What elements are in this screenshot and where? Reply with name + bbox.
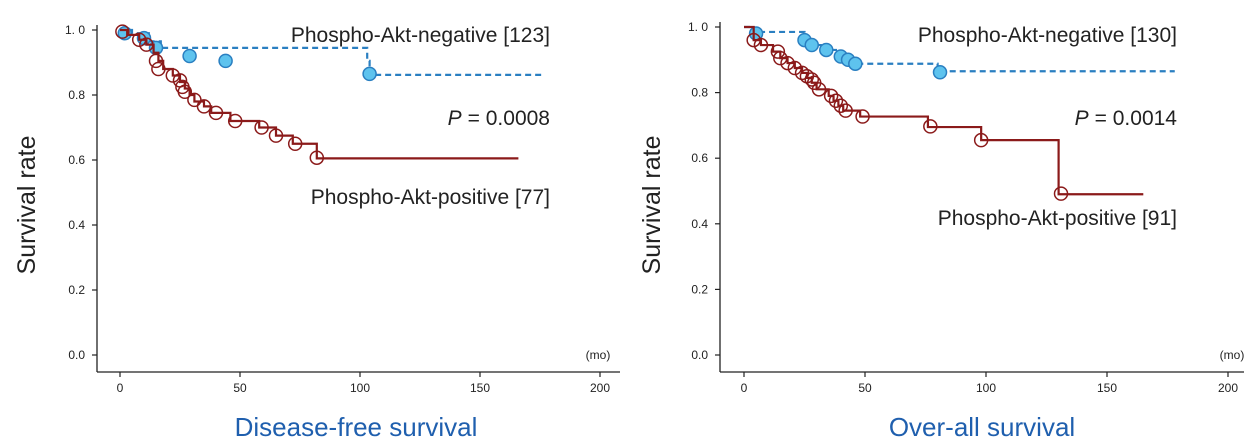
positive-censor-marker [753, 37, 769, 53]
positive-censor-marker [804, 72, 820, 87]
negative-censor-marker [804, 37, 820, 53]
y-tick-label: 0.2 [68, 283, 85, 297]
negative-censor-marker [848, 56, 863, 71]
positive-censor-marker [227, 113, 243, 129]
positive-censor-marker [828, 93, 844, 109]
y-tick-label: 0.6 [691, 151, 708, 165]
positive-censor-marker [746, 32, 761, 48]
y-tick-label: 0.0 [691, 348, 708, 362]
x-tick-label: 150 [1097, 381, 1117, 395]
positive-series-label: Phospho-Akt-positive [77] [311, 186, 550, 209]
negative-censor-marker [218, 53, 233, 69]
negative-censor-marker [182, 48, 197, 64]
chart-title: Disease-free survival [235, 412, 478, 442]
panel-disease-free: Survival rate Disease-free survival (mo)… [13, 23, 620, 442]
positive-censor-marker [780, 55, 795, 71]
x-tick-label: 50 [858, 381, 872, 395]
positive-censor-marker [115, 24, 130, 39]
p-value-text: = 0.0014 [1095, 107, 1178, 130]
y-tick-label: 0.6 [68, 153, 85, 167]
y-tick-label: 1. 0 [65, 23, 85, 37]
y-tick-label: 0.8 [691, 86, 708, 100]
negative-series-label: Phospho-Akt-negative [123] [291, 24, 550, 47]
positive-censor-marker [177, 84, 193, 99]
positive-censor-marker [855, 109, 870, 124]
negative-censor-marker [932, 65, 948, 80]
y-tick-label: 0.8 [68, 88, 85, 102]
p-value-symbol: P [1075, 107, 1089, 130]
p-value-symbol: P [448, 107, 462, 130]
y-tick-label: 1. 0 [688, 20, 708, 34]
negative-survival-line [744, 25, 1175, 73]
positive-censor-marker [309, 150, 325, 165]
x-tick-label: 50 [233, 381, 247, 395]
positive-censor-marker [833, 98, 849, 113]
positive-censor-marker [268, 128, 284, 143]
plot-area-overall: 0.0 0.2 0.4 0.6 0.8 1. 0 0 50 100 150 200 [688, 20, 1244, 395]
negative-censor-marker [819, 42, 834, 58]
positive-censor-marker [787, 60, 803, 76]
positive-censor-marker [773, 50, 788, 66]
y-tick-label: 0.0 [68, 348, 85, 362]
positive-censor-marker [838, 103, 853, 118]
x-tick-label: 0 [741, 381, 748, 395]
y-tick-label: 0.4 [68, 218, 85, 232]
positive-censor-marker [973, 132, 989, 148]
positive-censor-marker [151, 61, 166, 77]
positive-censor-marker [770, 44, 786, 59]
x-unit-label: (mo) [586, 348, 611, 362]
y-tick-label: 0.4 [691, 217, 708, 231]
positive-censor-marker [165, 68, 181, 83]
y-axis-label: Survival rate [638, 136, 666, 275]
positive-censor-marker [823, 88, 839, 104]
chart-title: Over-all survival [889, 412, 1075, 442]
y-tick-label: 0.2 [691, 282, 708, 296]
panel-overall: Survival rate Over-all survival (mo) Pho… [638, 20, 1244, 442]
x-tick-label: 100 [350, 381, 370, 395]
positive-censor-marker [208, 105, 224, 121]
positive-survival-line [744, 25, 1144, 196]
positive-censor-marker [139, 37, 154, 52]
plot-area-disease-free: 0.0 0.2 0.4 0.6 0.8 1. 0 0 50 100 150 200 [65, 23, 620, 395]
x-tick-label: 200 [1218, 381, 1238, 395]
positive-censor-marker [811, 82, 827, 97]
negative-censor-marker [362, 66, 377, 82]
positive-series-label: Phospho-Akt-positive [91] [938, 207, 1177, 230]
positive-censor-marker [287, 136, 303, 151]
positive-censor-marker [923, 119, 938, 134]
positive-censor-marker [1053, 186, 1069, 201]
positive-censor-marker [196, 99, 212, 114]
x-unit-label: (mo) [1220, 348, 1245, 362]
positive-censor-marker [148, 53, 164, 69]
negative-series-label: Phospho-Akt-negative [130] [918, 24, 1177, 47]
x-tick-label: 200 [590, 381, 610, 395]
p-value-annotation: P = 0.0008 [448, 107, 550, 130]
positive-survival-line [120, 28, 519, 160]
y-axis-label: Survival rate [13, 136, 41, 275]
positive-censor-marker [131, 32, 147, 47]
positive-censor-marker [254, 120, 269, 135]
p-value-text: = 0.0008 [468, 107, 550, 130]
x-tick-label: 100 [976, 381, 996, 395]
p-value-annotation: P = 0.0014 [1075, 107, 1178, 130]
x-tick-label: 0 [117, 381, 124, 395]
x-tick-label: 150 [470, 381, 490, 395]
